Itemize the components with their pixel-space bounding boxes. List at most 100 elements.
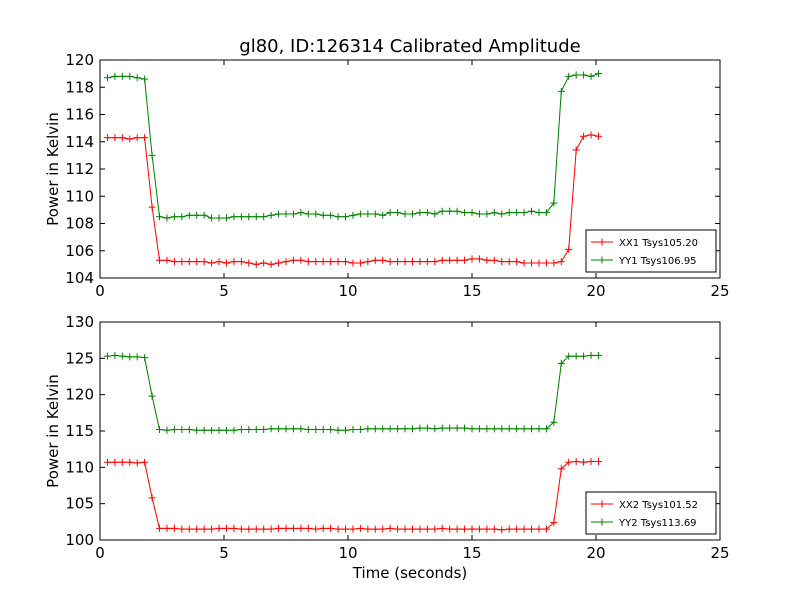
x-tick-label: 0 (95, 282, 105, 300)
data-point (394, 425, 402, 433)
data-point (431, 425, 439, 433)
data-point (580, 458, 588, 466)
data-point (327, 524, 335, 532)
data-point (572, 458, 580, 466)
data-point (587, 72, 595, 80)
data-point (587, 131, 595, 139)
data-point (431, 258, 439, 266)
data-point (334, 213, 342, 221)
data-point (133, 134, 141, 142)
data-point (103, 352, 111, 360)
data-point (475, 255, 483, 263)
data-point (468, 425, 476, 433)
data-point (528, 207, 536, 215)
data-point (185, 258, 193, 266)
data-point (163, 256, 171, 264)
data-point (468, 255, 476, 263)
data-point (178, 426, 186, 434)
data-point (594, 132, 602, 140)
legend-label: YY2 Tsys113.69 (618, 518, 697, 529)
data-point (364, 258, 372, 266)
data-point (505, 258, 513, 266)
data-point (423, 209, 431, 217)
data-point (118, 352, 126, 360)
legend: XX2 Tsys101.52 YY2 Tsys113.69 (585, 491, 717, 535)
legend-entry: YY1 Tsys106.95 (591, 256, 697, 267)
data-point (408, 525, 416, 533)
data-point (565, 352, 573, 360)
data-point (312, 258, 320, 266)
data-point (156, 426, 164, 434)
data-point (319, 211, 327, 219)
data-point (461, 256, 469, 264)
data-point (557, 258, 565, 266)
data-point (356, 259, 364, 267)
data-point (282, 425, 290, 433)
data-point (416, 424, 424, 432)
data-point (327, 426, 335, 434)
data-point (319, 524, 327, 532)
data-point (237, 213, 245, 221)
y-tick-label: 130 (65, 313, 94, 331)
data-point (580, 71, 588, 79)
y-tick-label: 120 (65, 386, 94, 404)
data-point (156, 524, 164, 532)
data-point (304, 524, 312, 532)
data-point (267, 211, 275, 219)
data-point (423, 258, 431, 266)
data-point (394, 258, 402, 266)
data-point (446, 256, 454, 264)
data-point (148, 151, 156, 159)
data-point (349, 525, 357, 533)
data-point (401, 425, 409, 433)
data-point (245, 213, 253, 221)
data-point (364, 525, 372, 533)
data-point (260, 525, 268, 533)
data-point (304, 258, 312, 266)
y-tick-label: 105 (65, 495, 94, 513)
data-point (423, 525, 431, 533)
data-point (580, 352, 588, 360)
data-point (319, 426, 327, 434)
data-point (267, 525, 275, 533)
data-point (141, 134, 149, 142)
data-point (453, 424, 461, 432)
data-point (438, 424, 446, 432)
data-point (498, 258, 506, 266)
data-point (148, 203, 156, 211)
data-point (252, 213, 260, 221)
data-point (528, 425, 536, 433)
data-point (483, 210, 491, 218)
data-point (222, 524, 230, 532)
data-point (193, 258, 201, 266)
data-point (379, 425, 387, 433)
chart-title: gl80, ID:126314 Calibrated Amplitude (239, 36, 580, 57)
data-point (163, 426, 171, 434)
data-point (565, 458, 573, 466)
data-point (208, 426, 216, 434)
data-point (260, 259, 268, 267)
data-point (275, 425, 283, 433)
data-point (215, 258, 223, 266)
data-point (275, 524, 283, 532)
data-point (111, 458, 119, 466)
data-point (289, 425, 297, 433)
data-point (342, 426, 350, 434)
y-tick-label: 116 (65, 106, 94, 124)
y-tick-label: 108 (65, 215, 94, 233)
data-point (118, 134, 126, 142)
data-point (438, 207, 446, 215)
data-point (438, 256, 446, 264)
data-point (208, 214, 216, 222)
data-point (222, 259, 230, 267)
data-point (356, 210, 364, 218)
data-point (542, 425, 550, 433)
data-point (379, 211, 387, 219)
data-point (282, 210, 290, 218)
data-point (185, 211, 193, 219)
data-point (200, 426, 208, 434)
data-point (498, 425, 506, 433)
data-point (349, 426, 357, 434)
data-point (557, 359, 565, 367)
data-point (364, 425, 372, 433)
